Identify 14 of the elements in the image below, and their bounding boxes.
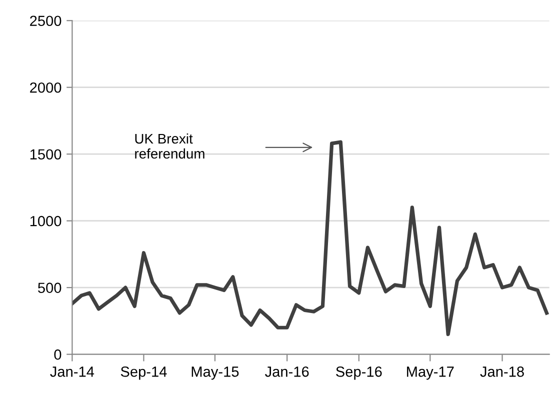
y-tick-label: 0 — [54, 349, 62, 360]
y-tick-label: 500 — [38, 282, 62, 294]
x-tick-label: Jan-16 — [265, 366, 309, 377]
y-tick-label: 2500 — [30, 16, 62, 26]
y-tick-label: 1500 — [30, 149, 62, 160]
y-tick-label: 1000 — [30, 216, 62, 226]
x-tick-label: May-17 — [407, 366, 454, 380]
y-tick-label: 2000 — [30, 82, 62, 93]
annotation: UK Brexit referendum — [135, 133, 204, 159]
x-tick-label: Jan-14 — [50, 366, 94, 377]
x-tick-label: Sep-14 — [120, 366, 167, 380]
x-tick-label: May-15 — [192, 366, 239, 380]
x-tick-label: Jan-18 — [480, 366, 524, 377]
x-tick-label: Sep-16 — [336, 366, 382, 380]
